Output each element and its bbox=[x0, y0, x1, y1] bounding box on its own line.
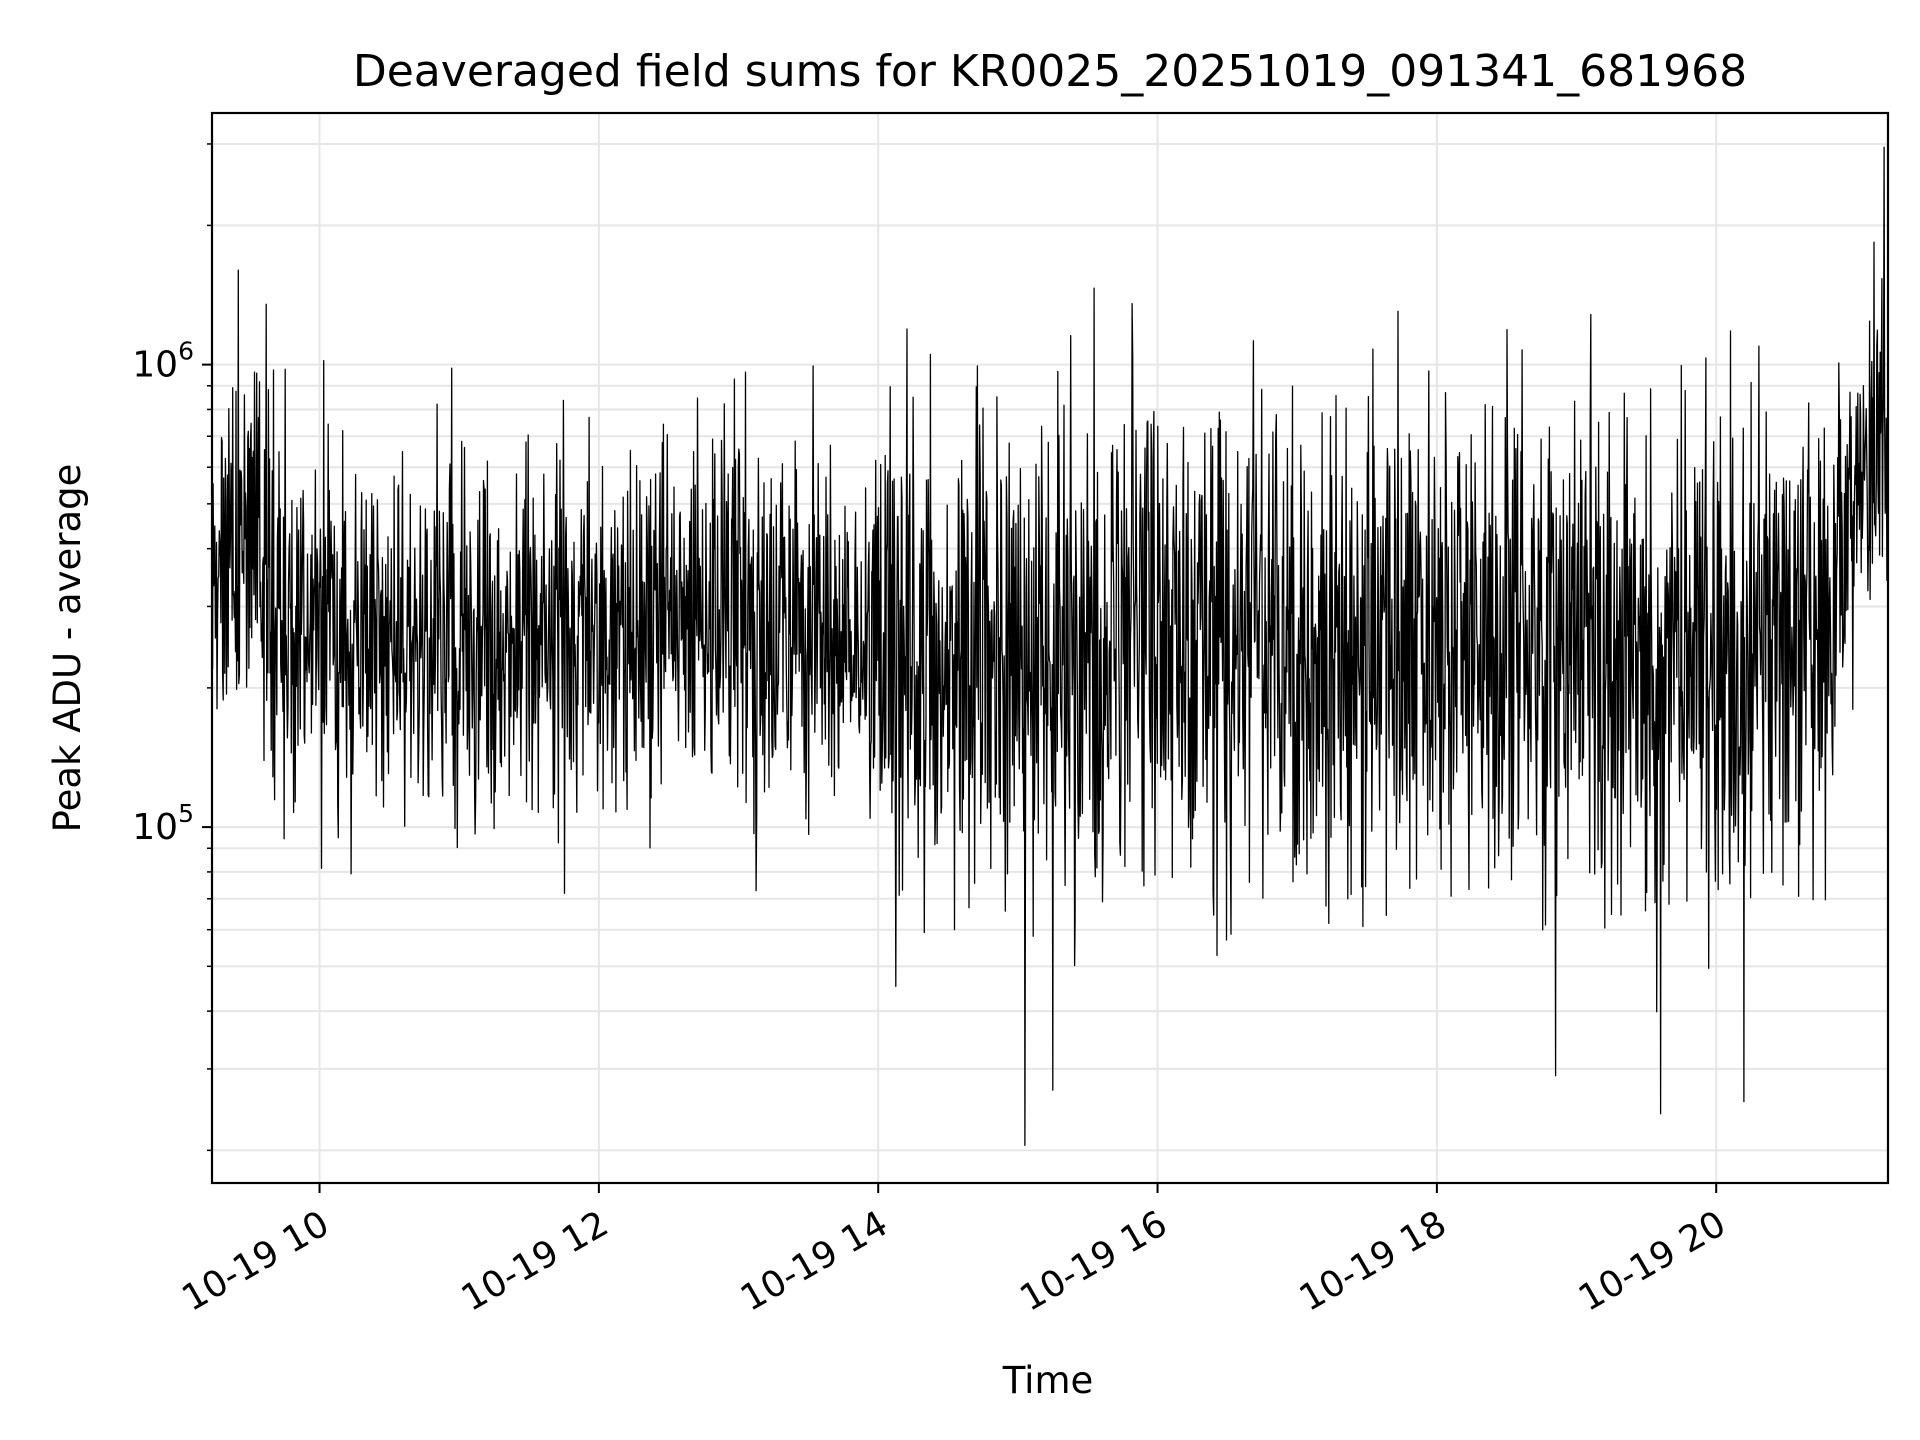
y-axis: 105 106 bbox=[132, 143, 212, 1152]
y-axis-label: Peak ADU - average bbox=[46, 464, 89, 833]
x-axis-label: Time bbox=[1002, 1359, 1094, 1402]
series-line bbox=[211, 146, 1889, 1147]
y-tick-label: 106 bbox=[132, 337, 194, 386]
chart-title: Deaveraged field sums for KR0025_2025101… bbox=[353, 46, 1747, 97]
plot-frame bbox=[210, 111, 1890, 1185]
series-deaveraged-field-sums bbox=[211, 146, 1889, 1147]
y-tick-label: 105 bbox=[132, 799, 194, 848]
